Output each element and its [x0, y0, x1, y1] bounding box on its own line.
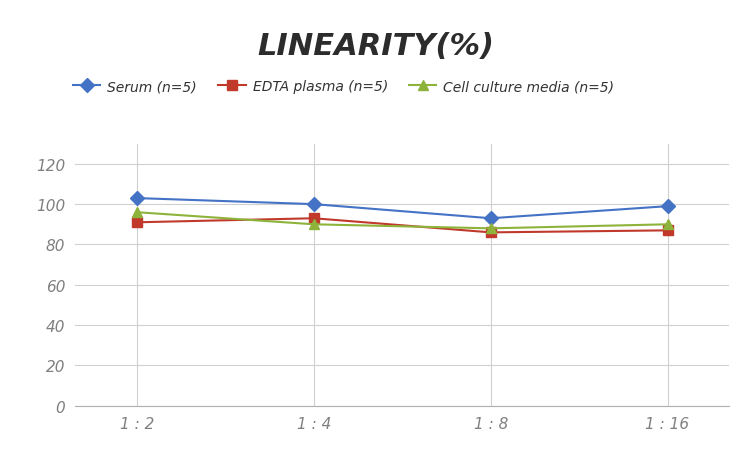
- Line: Cell culture media (n=5): Cell culture media (n=5): [132, 208, 672, 234]
- Text: LINEARITY(%): LINEARITY(%): [257, 32, 495, 60]
- EDTA plasma (n=5): [487, 230, 496, 235]
- Serum (n=5): [309, 202, 318, 207]
- Line: EDTA plasma (n=5): EDTA plasma (n=5): [132, 214, 672, 238]
- EDTA plasma (n=5): [309, 216, 318, 221]
- Serum (n=5): [487, 216, 496, 221]
- Legend: Serum (n=5), EDTA plasma (n=5), Cell culture media (n=5): Serum (n=5), EDTA plasma (n=5), Cell cul…: [67, 74, 620, 100]
- Cell culture media (n=5): [487, 226, 496, 231]
- Serum (n=5): [132, 196, 141, 201]
- EDTA plasma (n=5): [132, 220, 141, 226]
- Cell culture media (n=5): [132, 210, 141, 216]
- Cell culture media (n=5): [309, 222, 318, 227]
- EDTA plasma (n=5): [663, 228, 672, 234]
- Serum (n=5): [663, 204, 672, 209]
- Line: Serum (n=5): Serum (n=5): [132, 194, 672, 224]
- Cell culture media (n=5): [663, 222, 672, 227]
